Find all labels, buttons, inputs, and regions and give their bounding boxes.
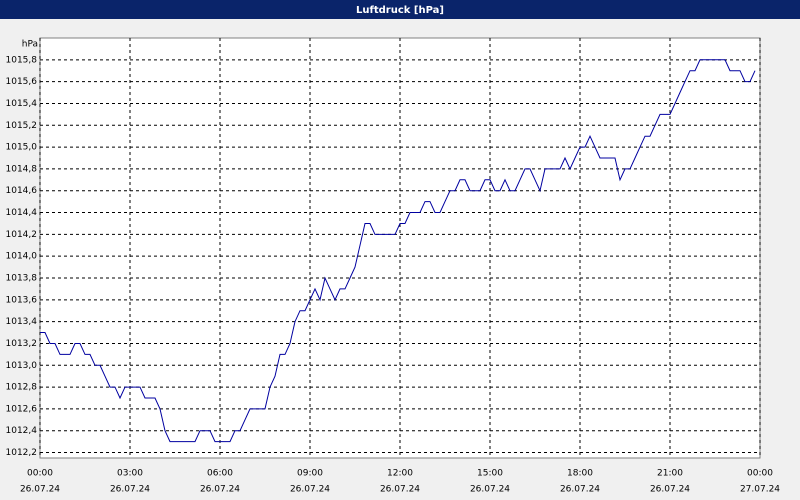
title-bar xyxy=(0,0,800,19)
x-tick-label: 21:00 xyxy=(657,469,683,479)
y-tick-label: 1015,0 xyxy=(6,143,38,153)
y-tick-label: 1015,6 xyxy=(6,77,38,87)
y-tick-label: 1012,8 xyxy=(6,383,38,393)
x-tick-label: 06:00 xyxy=(207,469,233,479)
x-tick-label: 00:00 xyxy=(747,469,773,479)
x-tick-date: 26.07.24 xyxy=(470,485,510,495)
y-tick-label: 1014,0 xyxy=(6,252,38,262)
x-tick-date: 26.07.24 xyxy=(650,485,690,495)
y-tick-label: 1013,2 xyxy=(6,339,38,349)
y-tick-label: 1012,2 xyxy=(6,448,38,458)
x-tick-date: 26.07.24 xyxy=(20,485,60,495)
x-tick-date: 26.07.24 xyxy=(200,485,240,495)
y-axis-label: hPa xyxy=(22,40,38,50)
y-tick-label: 1013,6 xyxy=(6,295,38,305)
y-tick-label: 1015,8 xyxy=(6,55,38,65)
y-tick-label: 1015,2 xyxy=(6,121,38,131)
y-tick-label: 1014,8 xyxy=(6,164,38,174)
y-tick-label: 1013,4 xyxy=(6,317,38,327)
y-tick-label: 1012,6 xyxy=(6,404,38,414)
y-tick-label: 1013,0 xyxy=(6,361,38,371)
y-tick-label: 1013,8 xyxy=(6,274,38,284)
x-tick-date: 26.07.24 xyxy=(560,485,600,495)
y-tick-label: 1014,4 xyxy=(6,208,38,218)
y-tick-label: 1014,2 xyxy=(6,230,38,240)
x-tick-label: 09:00 xyxy=(297,469,323,479)
x-tick-date: 27.07.24 xyxy=(740,485,780,495)
x-tick-label: 12:00 xyxy=(387,469,413,479)
x-tick-date: 26.07.24 xyxy=(110,485,150,495)
y-tick-label: 1014,6 xyxy=(6,186,38,196)
x-tick-label: 00:00 xyxy=(27,469,53,479)
x-tick-label: 18:00 xyxy=(567,469,593,479)
x-tick-label: 03:00 xyxy=(117,469,143,479)
y-tick-label: 1015,4 xyxy=(6,99,38,109)
x-tick-date: 26.07.24 xyxy=(290,485,330,495)
x-tick-label: 15:00 xyxy=(477,469,503,479)
chart-title: Luftdruck [hPa] xyxy=(356,5,444,16)
x-tick-date: 26.07.24 xyxy=(380,485,420,495)
data-line xyxy=(40,59,756,443)
y-tick-label: 1012,4 xyxy=(6,426,38,436)
